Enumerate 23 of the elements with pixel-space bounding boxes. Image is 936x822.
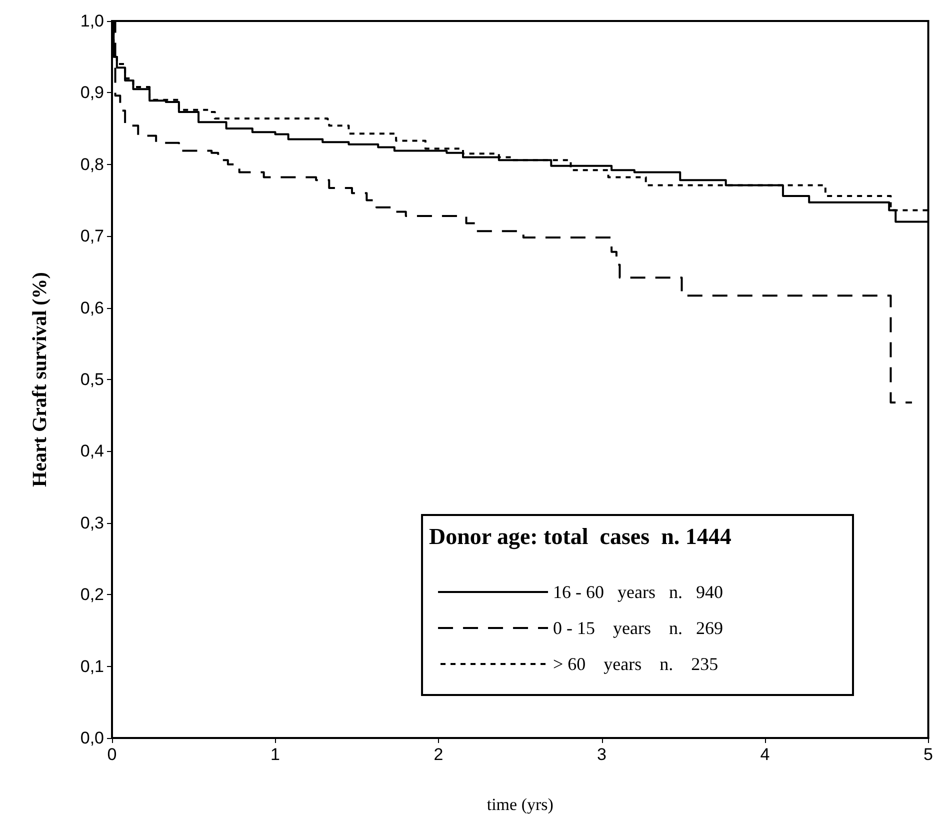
y-tick-label: 0,7 — [80, 226, 104, 246]
legend-label: > 60 years n. 235 — [553, 654, 718, 674]
x-axis-title: time (yrs) — [486, 795, 554, 814]
x-tick-label: 0 — [107, 745, 117, 764]
legend-label: 16 - 60 years n. 940 — [553, 582, 724, 602]
y-tick-label: 0,1 — [80, 656, 104, 676]
y-tick-label: 0,6 — [80, 298, 104, 318]
x-tick-label: 2 — [434, 745, 444, 764]
x-tick-label: 3 — [597, 745, 606, 764]
y-tick-label: 0,8 — [80, 154, 104, 174]
x-tick-label: 1 — [270, 745, 280, 764]
y-tick-label: 0,9 — [80, 83, 104, 102]
legend-title: Donor age: total cases n. 1444 — [429, 524, 732, 550]
y-tick-label: 0,4 — [80, 442, 104, 461]
y-tick-label: 0,3 — [80, 513, 104, 532]
y-axis-title: Heart Graft survival (%) — [29, 272, 51, 487]
x-tick-label: 5 — [924, 745, 934, 764]
x-tick-label: 4 — [760, 745, 770, 764]
y-tick-label: 0,2 — [80, 585, 104, 604]
legend-label: 0 - 15 years n. 269 — [553, 618, 724, 638]
y-tick-label: 0,0 — [80, 728, 104, 748]
y-tick-label: 0,5 — [80, 370, 104, 389]
y-tick-label: 1,0 — [80, 12, 104, 30]
